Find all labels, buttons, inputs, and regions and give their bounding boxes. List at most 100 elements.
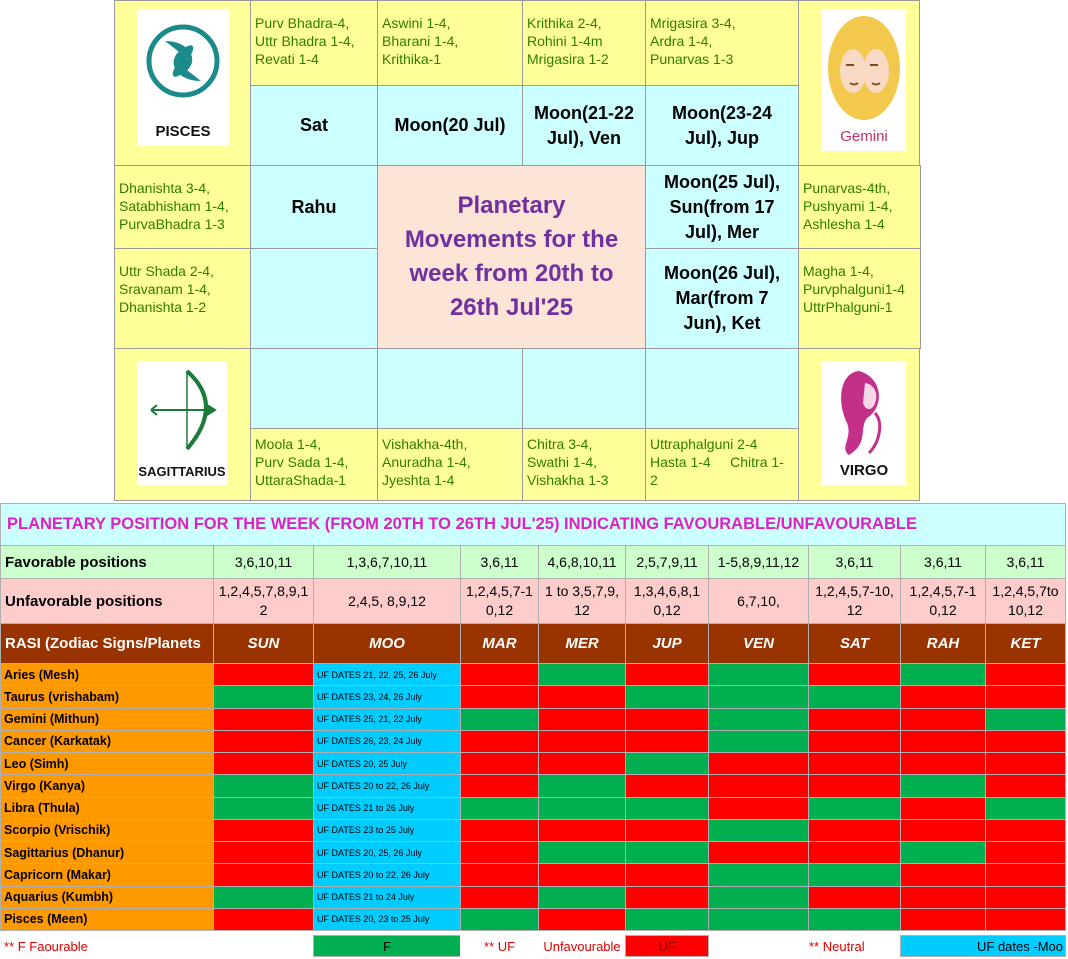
status-cell [900, 774, 986, 798]
empty-house [250, 248, 378, 349]
legend-item: F [313, 935, 461, 957]
status-cell [538, 907, 626, 931]
rasi-label: Pisces (Meen) [0, 907, 214, 931]
status-cell [985, 752, 1066, 776]
status-cell [213, 707, 314, 731]
status-cell [985, 663, 1066, 687]
nakshatra-cell: Aswini 1-4, Bharani 1-4, Krithika-1 [377, 0, 523, 86]
position-cell: 1,2,4,5,7-10,12 [808, 578, 901, 624]
nakshatra-line: Uttr Shada 2-4, [119, 263, 214, 279]
status-cell [213, 907, 314, 931]
legend-item: ** UF [460, 935, 539, 957]
status-cell [985, 907, 1066, 931]
status-cell [625, 818, 709, 842]
nakshatra-line: Purvphalguni1-4 [803, 281, 905, 297]
nakshatra-line: UttaraShada-1 [255, 472, 347, 488]
status-cell [808, 863, 901, 887]
status-cell [900, 863, 986, 887]
moon-cell: UF DATES 21 to 26 July [313, 796, 461, 820]
nakshatra-line: Punarvas-4th, [803, 180, 891, 196]
status-cell [213, 885, 314, 909]
moon-cell: UF DATES 21, 22, 25, 26 July [313, 663, 461, 687]
status-cell [708, 774, 809, 798]
rasi-label: Leo (Simh) [0, 752, 214, 776]
chart-title: Planetary Movements for the week from 20th… [377, 165, 646, 349]
empty-house [522, 348, 646, 429]
status-cell [213, 752, 314, 776]
planet-cell: Sat [250, 85, 378, 166]
sign-box: PISCES [137, 9, 229, 146]
nakshatra-line: Magha 1-4, [803, 263, 874, 279]
legend-item: Unfavourable [538, 935, 626, 957]
nakshatra-line: Punarvas 1-3 [650, 51, 734, 67]
nakshatra-cell: Chitra 3-4, Swathi 1-4, Vishakha 1-3 [522, 428, 646, 501]
status-cell [625, 907, 709, 931]
planet-line: Moon(25 Jul), [664, 171, 780, 192]
status-cell [708, 685, 809, 709]
planet-header: SUN [213, 623, 314, 664]
nakshatra-line: Dhanishta 1-2 [119, 299, 207, 315]
status-cell [538, 707, 626, 731]
nakshatra-line: Jyeshta 1-4 [382, 472, 455, 488]
status-cell [900, 885, 986, 909]
status-cell [985, 774, 1066, 798]
status-cell [460, 707, 539, 731]
planet-header: MAR [460, 623, 539, 664]
planet-cell: Moon(20 Jul) [377, 85, 523, 166]
status-cell [985, 818, 1066, 842]
planet-cell: Moon(26 Jul), Mar(from 7 Jun), Ket [645, 248, 799, 349]
planet-header: VEN [708, 623, 809, 664]
position-cell: 1 to 3,5,7,9,12 [538, 578, 626, 624]
status-cell [538, 774, 626, 798]
status-cell [900, 729, 986, 753]
row-label: Unfavorable positions [0, 578, 214, 624]
sign-cell: VIRGO [798, 348, 920, 501]
sign-box: VIRGO [822, 361, 906, 485]
moon-cell: UF DATES 20 to 22, 26 July [313, 863, 461, 887]
status-cell [708, 885, 809, 909]
status-cell [213, 685, 314, 709]
status-cell [625, 863, 709, 887]
gemini-icon [828, 16, 900, 120]
planet-line: Sun(from 17 [669, 196, 775, 217]
title-line: Planetary [457, 192, 566, 219]
status-cell [808, 796, 901, 820]
status-cell [460, 907, 539, 931]
planet-line: Sat [299, 115, 328, 135]
status-cell [213, 841, 314, 865]
rasi-header: RASI (Zodiac Signs/Planets [0, 623, 214, 664]
status-cell [708, 752, 809, 776]
empty-house [377, 348, 523, 429]
nakshatra-line: Hasta 1-4 Chitra 1- [650, 454, 784, 470]
planet-line: Moon(20 Jul) [394, 115, 506, 135]
position-cell: 1,2,4,5,7-10,12 [460, 578, 539, 624]
position-cell: 1-5,8,9,11,12 [708, 545, 809, 579]
planet-cell: Moon(23-24 Jul), Jup [645, 85, 799, 166]
row-label: Favorable positions [0, 545, 214, 579]
status-cell [625, 685, 709, 709]
nakshatra-line: Krithika-1 [382, 51, 442, 67]
status-cell [213, 863, 314, 887]
legend-item: ** Neutral [808, 935, 901, 957]
status-cell [625, 796, 709, 820]
status-cell [460, 885, 539, 909]
rasi-label: Sagittarius (Dhanur) [0, 841, 214, 865]
status-cell [900, 796, 986, 820]
position-cell: 1,2,4,5,7,8,9,12 [213, 578, 314, 624]
status-cell [625, 885, 709, 909]
status-cell [538, 796, 626, 820]
status-cell [900, 752, 986, 776]
nakshatra-line: Vishakha-4th, [382, 436, 468, 452]
status-cell [625, 729, 709, 753]
moon-cell: UF DATES 23, 24, 26 July [313, 685, 461, 709]
status-cell [213, 774, 314, 798]
status-cell [625, 774, 709, 798]
sign-box: Gemini [822, 9, 906, 151]
position-cell: 3,6,11 [460, 545, 539, 579]
planet-line: Mar(from 7 [675, 288, 769, 308]
nakshatra-line: Krithika 2-4, [527, 15, 602, 31]
empty-house [645, 348, 799, 429]
table-title: PLANETARY POSITION FOR THE WEEK (FROM 20… [0, 503, 1066, 546]
planet-line: Rahu [291, 196, 337, 217]
nakshatra-line: Aswini 1-4, [382, 15, 451, 31]
